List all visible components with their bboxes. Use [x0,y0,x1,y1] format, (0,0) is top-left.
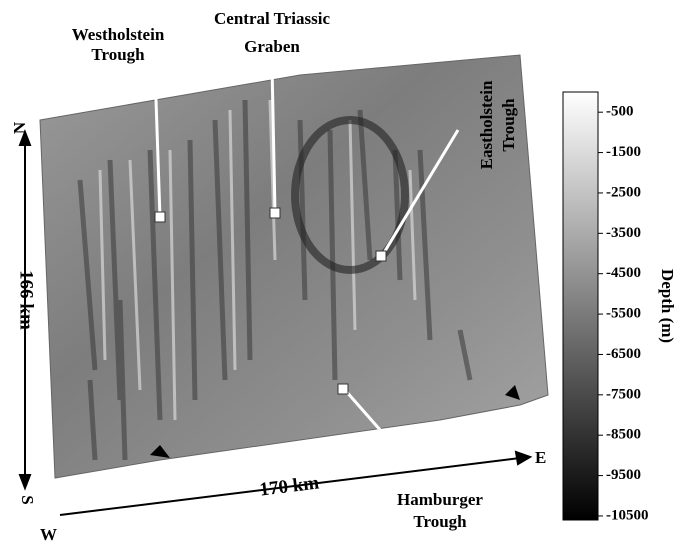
annotation: Hamburger [397,490,483,509]
axis-label: W [40,525,57,544]
colorbar-tick-label: -5500 [606,306,641,322]
colorbar-tick-label: -9500 [606,467,641,483]
colorbar-tick-label: -8500 [606,427,641,443]
colorbar-tick-label: -3500 [606,225,641,241]
annotation: Trough [499,98,518,152]
axis-label: N [10,121,29,134]
colorbar-label: Depth (m) [658,269,677,343]
annotation: Westholstein [72,25,165,44]
colorbar [563,92,598,520]
colorbar-tick-label: -4500 [606,265,641,281]
surface [40,55,548,478]
colorbar-tick-label: -500 [606,104,634,120]
colorbar-tick-label: -1500 [606,144,641,160]
colorbar-tick-label: -10500 [606,507,649,523]
figure: Westholstein Trough Central Triassic Gra… [0,0,686,548]
axis-label: 170 km [258,472,320,500]
axis-label: E [535,448,546,467]
colorbar-tick-label: -6500 [606,346,641,362]
annotation: Graben [244,37,300,56]
annotation: Central Triassic [214,9,330,28]
colorbar-tick-label: -7500 [606,386,641,402]
annotation: Trough [91,45,145,64]
annotation: Trough [413,512,467,531]
axis-label: S [18,495,37,504]
annotation: Eastholstein [477,80,496,169]
colorbar-tick-label: -2500 [606,184,641,200]
